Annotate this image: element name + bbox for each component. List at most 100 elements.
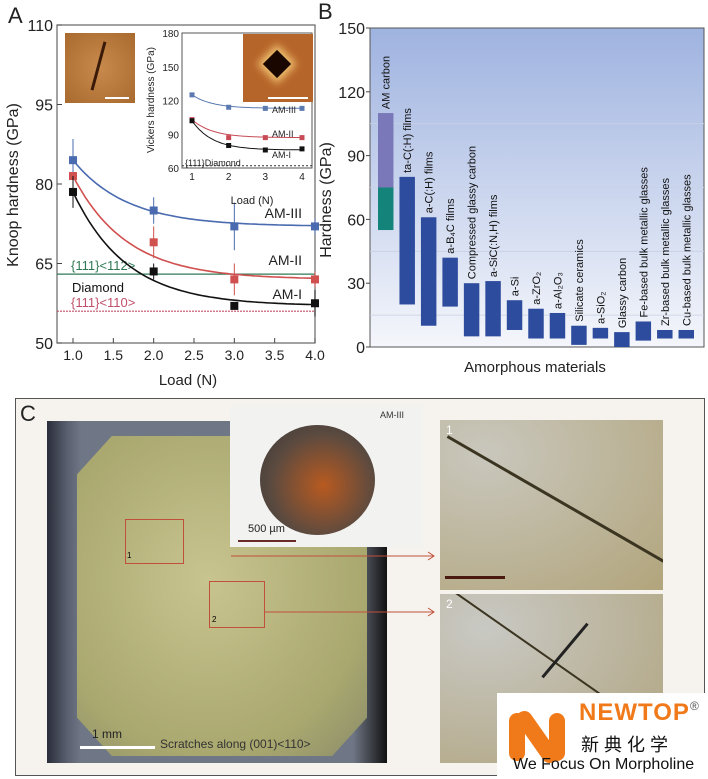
bar-label: ta-C(:H) films: [402, 108, 414, 173]
bar-range: [635, 321, 652, 341]
bar-label: Silicate ceramics: [574, 239, 586, 322]
inset-y-tick-label: 150: [162, 63, 179, 74]
inset-data-point: [299, 146, 305, 152]
x-tick-label: 1.0: [63, 347, 83, 363]
x-tick-label: 2.5: [184, 347, 204, 363]
bar-label: AM carbon: [381, 56, 393, 109]
inset-y-tick-label: 60: [168, 164, 180, 175]
logo-chinese: 新 典 化 学: [581, 735, 669, 755]
inset-data-point: [262, 147, 268, 153]
y-tick-label: 95: [35, 98, 53, 115]
inset-y-tick-label: 90: [168, 130, 180, 141]
y-tick-label: 80: [35, 177, 53, 194]
data-point-am-i: [149, 267, 158, 276]
data-point-am-iii: [230, 222, 239, 231]
bar-label: a-SiO₂: [595, 291, 607, 323]
zoom-2-label: 2: [446, 597, 453, 611]
data-point-am-ii: [230, 275, 239, 284]
reference-label: {111}<110>: [71, 295, 135, 310]
scale-500um: 500 µm: [248, 523, 285, 535]
bar-range: [571, 325, 587, 345]
panel-label-a: A: [8, 3, 23, 28]
bar-range: [614, 332, 630, 347]
bar-range: [485, 281, 501, 337]
x-tick-label: 2.0: [144, 347, 164, 363]
x-tick-label: 3.0: [225, 347, 245, 363]
bar-range: [463, 283, 480, 337]
y-tick-label: 110: [27, 18, 53, 35]
inset-y-tick-label: 120: [162, 97, 179, 108]
bar-am-carbon-upper: [378, 113, 394, 188]
y-axis-label: Knoop hardness (GPa): [5, 103, 22, 267]
inset-data-point: [262, 105, 268, 111]
inset-series-label: AM-II: [272, 129, 294, 139]
bar-label: Fe-based bulk metallic glasses: [638, 167, 650, 318]
inset-data-point: [299, 105, 305, 111]
fit-curve-am-iii: [72, 159, 316, 227]
bar-range: [399, 176, 415, 305]
data-point-am-ii: [311, 275, 319, 284]
scale-1mm: 1 mm: [92, 727, 122, 741]
inset-fit-curve: [191, 120, 302, 151]
bar-range: [592, 327, 609, 339]
bar-range: [657, 329, 673, 339]
newtop-logo-icon: [509, 710, 565, 764]
diamond-annotation: Diamond: [72, 280, 124, 295]
bar-label: a-Al₂O₃: [552, 272, 564, 309]
bar-range: [678, 329, 694, 339]
inset-data-point: [299, 135, 305, 141]
bar-am-carbon-lower: [378, 187, 394, 231]
y-tick-label: 65: [35, 257, 53, 274]
y-axis-label: Hardness (GPa): [318, 142, 335, 258]
am-iii-sample-photo: AM-III 500 µm: [230, 405, 423, 547]
x-tick-label: 1.5: [104, 347, 124, 363]
scratch-zoom-1: 1: [440, 420, 663, 590]
x-tick-label: 4.0: [305, 347, 325, 363]
region-2-label: 2: [212, 615, 217, 624]
series-label: AM-I: [272, 286, 302, 302]
y-tick-label: 30: [347, 276, 365, 293]
data-point-am-iii: [149, 206, 158, 215]
inset-x-tick-label: 3: [263, 172, 269, 183]
bar-label: a-SiC(:N,H) films: [488, 194, 500, 277]
vickers-indent-image: [243, 34, 313, 102]
y-tick-label: 60: [347, 212, 365, 229]
inset-fit-curve: [191, 94, 302, 109]
chart-b: 0 30 60 90 120 150 Amorphous materials Hardness…: [318, 21, 705, 376]
bar-label: Cu-based bulk metallic glasses: [681, 174, 693, 326]
data-point-am-iii: [69, 156, 77, 165]
region-1-label: 1: [127, 551, 132, 560]
bar-range: [420, 217, 437, 326]
fit-curve-am-i: [72, 191, 316, 306]
newtop-logo: NEWTOP ® 新 典 化 学 We Focus On Morpholine: [497, 693, 708, 779]
data-point-am-i: [230, 301, 239, 310]
inset-data-point: [189, 92, 195, 98]
inset-data-point: [226, 143, 232, 148]
bar-label: Zr-based bulk metallic glasses: [660, 178, 672, 326]
series-label: AM-III: [265, 205, 302, 221]
data-point-am-ii: [149, 238, 158, 247]
series-label: AM-II: [269, 252, 302, 268]
inset-fit-curve: [191, 119, 302, 138]
inset-data-point: [226, 135, 232, 141]
panel-label-c: C: [20, 401, 36, 426]
logo-tagline: We Focus On Morpholine: [513, 756, 695, 773]
bar-range: [442, 257, 458, 307]
bar-label: a-C(:H) films: [424, 151, 436, 213]
inset-x-tick-label: 4: [299, 172, 305, 183]
inset-x-axis-label: Load (N): [231, 195, 274, 207]
inset-series-label: AM-I: [272, 150, 291, 160]
y-tick-label: 150: [338, 21, 365, 38]
inset-y-axis-label: Vickers hardness (GPa): [146, 47, 157, 153]
data-point-am-i: [69, 187, 77, 196]
inset-data-point: [189, 118, 195, 124]
x-tick-label: 3.5: [265, 347, 285, 363]
zoom-1-label: 1: [446, 423, 453, 437]
x-axis-label: Amorphous materials: [464, 359, 606, 376]
bar-label: Glassy carbon: [617, 258, 629, 328]
knoop-indent-image: [65, 33, 135, 103]
x-axis-label: Load (N): [159, 372, 217, 389]
am-iii-label: AM-III: [380, 410, 404, 420]
y-tick-label: 0: [356, 340, 365, 357]
